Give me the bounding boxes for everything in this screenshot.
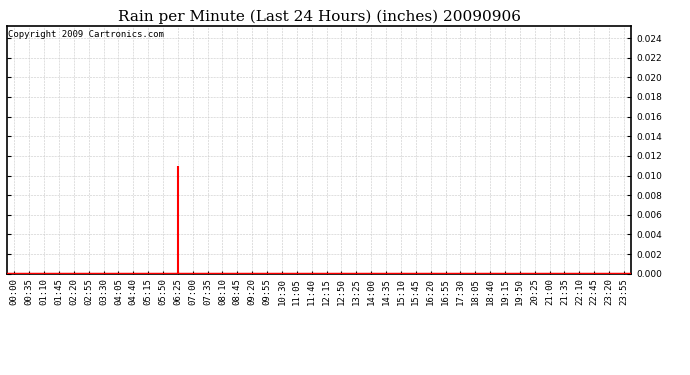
Text: Copyright 2009 Cartronics.com: Copyright 2009 Cartronics.com xyxy=(8,30,164,39)
Title: Rain per Minute (Last 24 Hours) (inches) 20090906: Rain per Minute (Last 24 Hours) (inches)… xyxy=(117,9,521,24)
